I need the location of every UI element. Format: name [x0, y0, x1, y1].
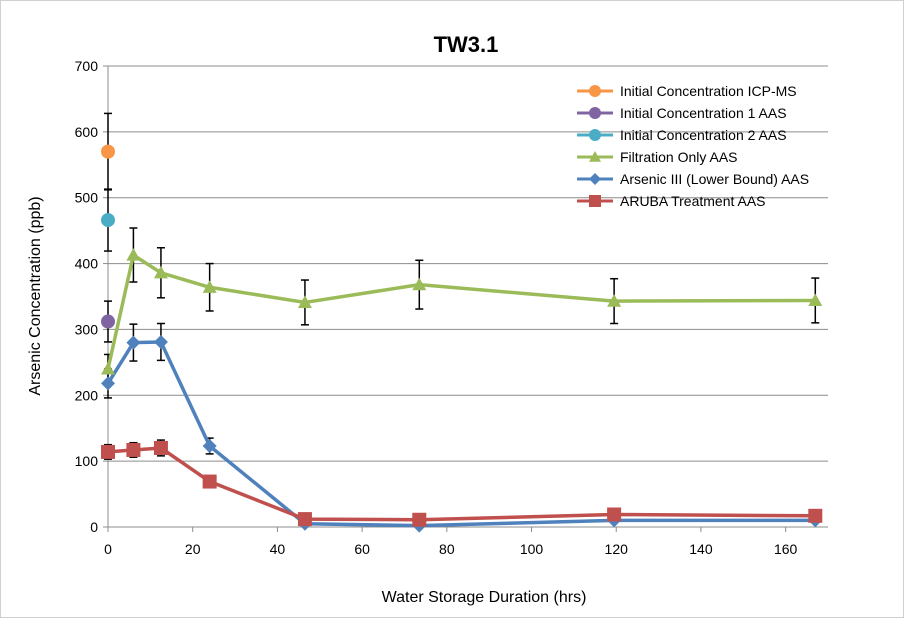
- legend: Initial Concentration ICP-MS Initial Conc…: [577, 83, 809, 209]
- point-aruba-treatment-aas: [202, 474, 217, 489]
- series-line-filtration-only-aas: [106, 253, 816, 370]
- point-filtration-only-aas: [101, 361, 115, 375]
- y-tick-label: 500: [75, 190, 99, 206]
- x-tick-label: 100: [520, 541, 544, 557]
- series-line-arsenic-iii-lower-bound-aas: [106, 340, 816, 528]
- x-tick-label: 0: [104, 541, 112, 557]
- point-aruba-treatment-aas: [412, 512, 427, 527]
- point-initial-concentration-1-aas: [101, 314, 115, 329]
- point-initial-concentration-2-aas: [101, 213, 115, 228]
- x-tick-label: 60: [354, 541, 370, 557]
- legend-marker-initial-concentration-1-aas: [589, 107, 601, 119]
- markers: [101, 144, 823, 533]
- legend-label-arsenic-iii-lower-bound-aas: Arsenic III (Lower Bound) AAS: [620, 171, 809, 187]
- point-filtration-only-aas: [412, 277, 427, 291]
- legend-label-filtration-only-aas: Filtration Only AAS: [620, 149, 738, 165]
- x-tick-label: 80: [439, 541, 455, 557]
- point-filtration-only-aas: [126, 248, 141, 261]
- point-filtration-only-aas: [808, 293, 823, 307]
- point-arsenic-iii-lower-bound-aas: [126, 335, 141, 350]
- point-arsenic-iii-lower-bound-aas: [153, 334, 168, 349]
- y-tick-label: 300: [75, 321, 99, 337]
- y-tick-label: 100: [75, 453, 99, 469]
- y-tick-label: 700: [75, 58, 99, 74]
- point-aruba-treatment-aas: [101, 444, 115, 459]
- x-tick-label: 160: [774, 541, 798, 557]
- legend-label-initial-concentration-1-aas: Initial Concentration 1 AAS: [620, 105, 787, 121]
- point-filtration-only-aas: [607, 294, 622, 307]
- point-aruba-treatment-aas: [808, 508, 823, 523]
- y-tick-label: 0: [90, 519, 98, 535]
- x-tick-label: 20: [185, 541, 201, 557]
- legend-label-initial-concentration-2-aas: Initial Concentration 2 AAS: [620, 127, 787, 143]
- axes: 0 100 200 300 400 500 600 700 0 20 40 60 80 100 120 140…: [75, 58, 828, 557]
- gridlines: [108, 65, 828, 462]
- point-arsenic-iii-lower-bound-aas: [101, 376, 115, 391]
- y-tick-label: 400: [75, 256, 99, 272]
- y-axis-label: Arsenic Concentration (ppb): [27, 196, 44, 395]
- point-aruba-treatment-aas: [297, 512, 312, 527]
- point-initial-concentration-icp-ms: [101, 144, 115, 159]
- point-filtration-only-aas: [153, 265, 168, 279]
- legend-label-initial-concentration-icp-ms: Initial Concentration ICP-MS: [620, 83, 797, 99]
- point-filtration-only-aas: [202, 280, 217, 293]
- x-axis-label: Water Storage Duration (hrs): [382, 589, 587, 606]
- legend-marker-aruba-treatment-aas: [589, 195, 601, 207]
- legend-marker-initial-concentration-icp-ms: [589, 85, 601, 97]
- x-tick-label: 120: [605, 541, 629, 557]
- legend-marker-initial-concentration-2-aas: [589, 129, 601, 141]
- x-tick-label: 140: [689, 541, 713, 557]
- chart-title: TW3.1: [434, 32, 499, 57]
- point-aruba-treatment-aas: [126, 442, 141, 457]
- point-filtration-only-aas: [297, 295, 312, 309]
- y-tick-label: 200: [75, 387, 99, 403]
- x-tick-label: 40: [270, 541, 286, 557]
- legend-marker-arsenic-iii-lower-bound-aas: [589, 173, 601, 185]
- point-arsenic-iii-lower-bound-aas: [202, 438, 217, 453]
- point-aruba-treatment-aas: [607, 507, 622, 522]
- point-aruba-treatment-aas: [153, 440, 168, 455]
- legend-label-aruba-treatment-aas: ARUBA Treatment AAS: [620, 193, 766, 209]
- legend-marker-filtration-only-aas: [589, 151, 601, 162]
- y-tick-label: 600: [75, 124, 99, 140]
